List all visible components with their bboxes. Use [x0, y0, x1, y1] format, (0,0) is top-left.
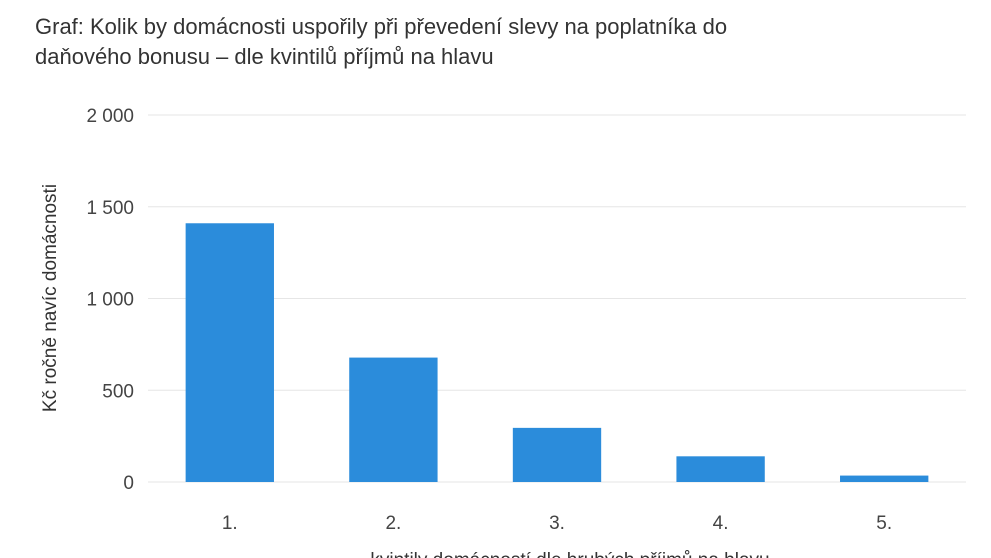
bar-quintile-2: [349, 357, 438, 482]
x-tick-label: 4.: [713, 513, 729, 534]
bar-quintile-4: [676, 456, 765, 482]
x-tick-label: 1.: [222, 513, 238, 534]
y-axis-ticks: 0 500 1 000 1 500 2 000: [86, 106, 134, 494]
chart-title-line-1: Graf: Kolik by domácnosti uspořily při p…: [35, 14, 728, 39]
x-tick-label: 3.: [549, 513, 565, 534]
y-tick-label: 500: [102, 381, 134, 402]
chart-title-line-2: daňového bonusu – dle kvintilů příjmů na…: [35, 44, 494, 69]
x-tick-label: 5.: [876, 513, 892, 534]
y-axis-title: Kč ročně navíc domácnosti: [40, 184, 61, 412]
y-tick-label: 0: [123, 473, 134, 494]
x-axis-title: kvintily domácností dle hrubých příjmů n…: [370, 550, 769, 558]
bar-quintile-5: [840, 475, 929, 482]
chart-title: Graf: Kolik by domácnosti uspořily při p…: [35, 12, 935, 72]
bar-quintile-3: [512, 427, 602, 482]
x-tick-label: 2.: [385, 513, 401, 534]
x-axis-ticks: 1. 2. 3. 4. 5.: [222, 513, 892, 534]
bar-quintile-1: [185, 223, 274, 482]
y-tick-label: 2 000: [86, 106, 134, 127]
bars: [185, 223, 929, 482]
y-tick-label: 1 500: [86, 198, 134, 219]
y-tick-label: 1 000: [86, 290, 134, 311]
